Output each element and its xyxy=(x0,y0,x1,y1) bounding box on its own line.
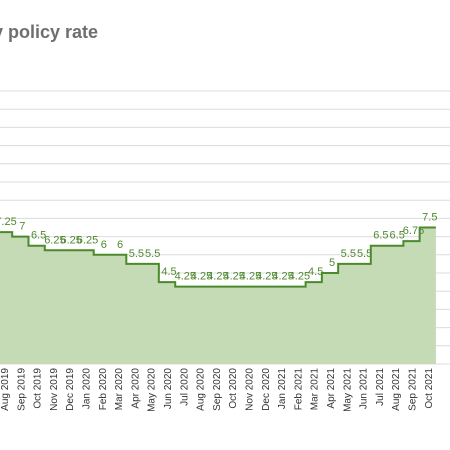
x-tick-label: Feb 2020 xyxy=(98,368,109,411)
data-label: 6.25 xyxy=(77,234,98,246)
x-tick-label: May 2021 xyxy=(342,368,353,412)
data-labels: 7.2576.56.256.256.25665.55.54.54.254.254… xyxy=(0,212,437,283)
x-tick-label: Jun 2021 xyxy=(359,368,370,410)
data-label: 4.25 xyxy=(223,271,244,283)
area-fill xyxy=(0,227,436,364)
x-tick-label: Aug 2019 xyxy=(0,368,11,411)
x-tick-label: Nov 2019 xyxy=(49,368,60,411)
x-tick-label: Sep 2020 xyxy=(212,368,223,411)
data-label: 4.25 xyxy=(175,271,196,283)
x-tick-label: Jan 2021 xyxy=(277,368,288,410)
data-label: 4.5 xyxy=(308,266,323,278)
x-tick-label: Mar 2020 xyxy=(114,368,125,411)
x-tick-label: Oct 2019 xyxy=(33,368,44,409)
x-tick-label: Aug 2021 xyxy=(391,368,402,411)
data-label: 4.25 xyxy=(191,271,212,283)
x-tick-label: Mar 2021 xyxy=(310,368,321,411)
data-label: 4.25 xyxy=(240,271,261,283)
chart-title: ry policy rate xyxy=(0,22,99,42)
x-tick-label: Dec 2019 xyxy=(65,368,76,411)
data-label: 6 xyxy=(101,239,107,251)
x-tick-label: Sep 2019 xyxy=(16,368,27,411)
x-tick-label: Jul 2020 xyxy=(179,368,190,406)
x-tick-label: May 2020 xyxy=(147,368,158,412)
x-tick-label: Nov 2020 xyxy=(245,368,256,411)
data-label: 4.25 xyxy=(207,271,228,283)
x-tick-label: Oct 2020 xyxy=(228,368,239,409)
data-label: 6.25 xyxy=(44,234,65,246)
x-tick-label: Aug 2020 xyxy=(196,368,207,411)
data-label: 7.5 xyxy=(422,212,437,224)
data-label: 6.75 xyxy=(403,225,424,237)
data-label: 5.5 xyxy=(145,248,160,260)
data-label: 6.25 xyxy=(60,234,81,246)
data-label: 5.5 xyxy=(341,248,356,260)
data-label: 5.5 xyxy=(129,248,144,260)
data-label: 4.5 xyxy=(161,266,176,278)
x-tick-label: Apr 2020 xyxy=(130,368,141,409)
x-tick-label: Jun 2020 xyxy=(163,368,174,410)
rate-line xyxy=(0,226,436,288)
x-tick-label: Oct 2021 xyxy=(424,368,435,409)
x-tick-label: Jul 2021 xyxy=(375,368,386,406)
data-label: 6.5 xyxy=(390,230,405,242)
x-tick-label: Sep 2021 xyxy=(408,368,419,411)
x-axis-tick-labels: Aug 2019 Sep 2019 Oct 2019 Nov 2019 Dec 2019… xyxy=(0,368,435,412)
data-label: 6 xyxy=(117,239,123,251)
x-tick-label: Feb 2021 xyxy=(293,368,304,411)
data-label: 5 xyxy=(329,257,335,269)
data-label: 7 xyxy=(19,221,25,233)
x-tick-label: Dec 2020 xyxy=(261,368,272,411)
data-label: 6.5 xyxy=(31,230,46,242)
data-label: 7.25 xyxy=(0,216,17,228)
data-label: 4.25 xyxy=(256,271,277,283)
data-label: 5.5 xyxy=(357,248,372,260)
data-label: 6.5 xyxy=(373,230,388,242)
x-tick-label: Jan 2020 xyxy=(82,368,93,410)
data-label: 4.25 xyxy=(272,271,293,283)
x-tick-label: Apr 2021 xyxy=(326,368,337,409)
data-label: 4.25 xyxy=(289,271,310,283)
